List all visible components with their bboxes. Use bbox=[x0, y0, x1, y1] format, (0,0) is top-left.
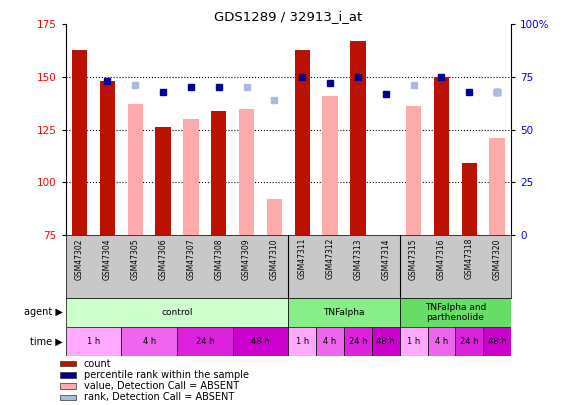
Text: GSM47314: GSM47314 bbox=[381, 238, 391, 279]
Text: GSM47320: GSM47320 bbox=[493, 238, 502, 279]
Bar bbox=[483, 327, 511, 356]
Bar bbox=[122, 327, 177, 356]
Bar bbox=[233, 327, 288, 356]
Text: 1 h: 1 h bbox=[407, 337, 420, 346]
Text: 24 h: 24 h bbox=[196, 337, 214, 346]
Bar bbox=[288, 298, 400, 327]
Bar bbox=[288, 327, 316, 356]
Bar bbox=[489, 138, 505, 235]
Text: count: count bbox=[84, 359, 111, 369]
Text: GSM47310: GSM47310 bbox=[270, 238, 279, 279]
Bar bbox=[66, 327, 122, 356]
Text: GSM47302: GSM47302 bbox=[75, 238, 84, 279]
Text: GSM47312: GSM47312 bbox=[325, 238, 335, 279]
Bar bbox=[60, 394, 76, 400]
Text: 48 h: 48 h bbox=[251, 337, 270, 346]
Text: GSM47304: GSM47304 bbox=[103, 238, 112, 280]
Text: GSM47308: GSM47308 bbox=[214, 238, 223, 279]
Bar bbox=[183, 119, 199, 235]
Bar bbox=[66, 298, 288, 327]
Bar bbox=[177, 327, 233, 356]
Text: TNFalpha and
parthenolide: TNFalpha and parthenolide bbox=[425, 303, 486, 322]
Text: 24 h: 24 h bbox=[460, 337, 478, 346]
Bar bbox=[267, 199, 282, 235]
Text: GSM47306: GSM47306 bbox=[159, 238, 168, 280]
Text: time ▶: time ▶ bbox=[30, 337, 63, 346]
Bar bbox=[127, 104, 143, 235]
Bar bbox=[434, 77, 449, 235]
Text: GSM47315: GSM47315 bbox=[409, 238, 418, 279]
Bar bbox=[60, 361, 76, 367]
Text: value, Detection Call = ABSENT: value, Detection Call = ABSENT bbox=[84, 381, 239, 391]
Text: 4 h: 4 h bbox=[324, 337, 337, 346]
Bar bbox=[400, 327, 428, 356]
Text: GSM47309: GSM47309 bbox=[242, 238, 251, 280]
Bar bbox=[60, 384, 76, 389]
Text: control: control bbox=[161, 308, 193, 317]
Bar bbox=[372, 327, 400, 356]
Text: 4 h: 4 h bbox=[435, 337, 448, 346]
Bar bbox=[323, 96, 338, 235]
Text: GSM47316: GSM47316 bbox=[437, 238, 446, 279]
Bar bbox=[344, 327, 372, 356]
Bar bbox=[316, 327, 344, 356]
Bar bbox=[239, 109, 254, 235]
Text: 1 h: 1 h bbox=[296, 337, 309, 346]
Bar bbox=[406, 107, 421, 235]
Text: rank, Detection Call = ABSENT: rank, Detection Call = ABSENT bbox=[84, 392, 234, 402]
Text: GSM47318: GSM47318 bbox=[465, 238, 474, 279]
Text: GSM47307: GSM47307 bbox=[186, 238, 195, 280]
Text: 4 h: 4 h bbox=[143, 337, 156, 346]
Bar bbox=[461, 163, 477, 235]
Bar bbox=[60, 372, 76, 377]
Text: percentile rank within the sample: percentile rank within the sample bbox=[84, 370, 249, 380]
Bar bbox=[456, 327, 483, 356]
Bar bbox=[100, 81, 115, 235]
Bar bbox=[350, 41, 365, 235]
Text: GSM47305: GSM47305 bbox=[131, 238, 140, 280]
Text: 48 h: 48 h bbox=[376, 337, 395, 346]
Bar bbox=[428, 327, 456, 356]
Title: GDS1289 / 32913_i_at: GDS1289 / 32913_i_at bbox=[214, 10, 363, 23]
Text: GSM47313: GSM47313 bbox=[353, 238, 363, 279]
Text: GSM47311: GSM47311 bbox=[297, 238, 307, 279]
Text: 24 h: 24 h bbox=[349, 337, 367, 346]
Bar bbox=[155, 128, 171, 235]
Text: 48 h: 48 h bbox=[488, 337, 506, 346]
Bar bbox=[211, 111, 227, 235]
Bar bbox=[295, 49, 310, 235]
Bar bbox=[72, 49, 87, 235]
Bar bbox=[400, 298, 511, 327]
Text: agent ▶: agent ▶ bbox=[24, 307, 63, 317]
Text: TNFalpha: TNFalpha bbox=[323, 308, 365, 317]
Text: 1 h: 1 h bbox=[87, 337, 100, 346]
